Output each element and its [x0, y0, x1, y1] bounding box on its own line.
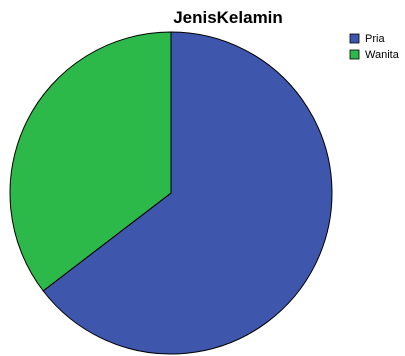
pie-slice-pria: [42, 31, 333, 355]
legend-item-pria: Pria: [349, 33, 385, 45]
legend: Pria Wanita: [349, 33, 400, 61]
legend-swatch-pria: [349, 33, 360, 44]
legend-item-wanita: Wanita: [349, 49, 400, 61]
legend-swatch-wanita: [349, 49, 360, 60]
pie-slice-wanita: [9, 31, 172, 292]
legend-label-pria: Pria: [365, 33, 385, 45]
legend-label-wanita: Wanita: [365, 49, 400, 61]
chart-title: JenisKelamin: [173, 8, 283, 27]
pie-slices: [9, 31, 333, 355]
